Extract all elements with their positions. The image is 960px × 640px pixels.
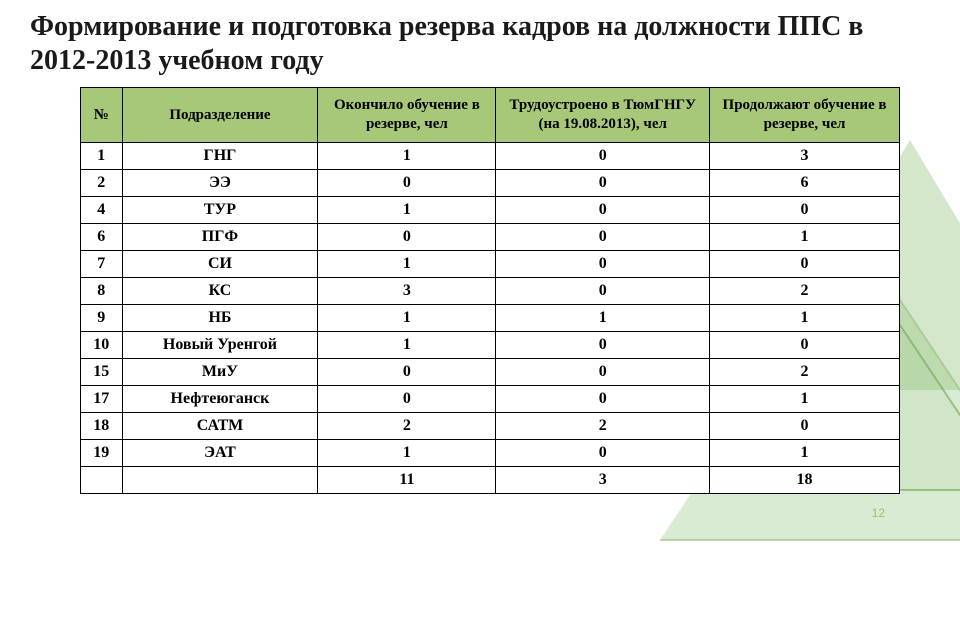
table-cell-num: 8: [81, 277, 123, 304]
table-cell-dept: САТМ: [122, 412, 318, 439]
table-cell-dept: ГНГ: [122, 142, 318, 169]
table-cell-c2: 0: [496, 142, 710, 169]
table-cell-c3: 2: [710, 358, 900, 385]
table-row: 8КС302: [81, 277, 900, 304]
table-total-row: 11318: [81, 466, 900, 493]
table-cell-c3: 6: [710, 169, 900, 196]
table-cell-c1: 0: [318, 385, 496, 412]
table-cell-num: 15: [81, 358, 123, 385]
table-cell-c2: 0: [496, 223, 710, 250]
table-cell-dept: Нефтеюганск: [122, 385, 318, 412]
page-number: 12: [872, 506, 885, 520]
table-cell-c2: 0: [496, 331, 710, 358]
table-cell-c3: 0: [710, 331, 900, 358]
col-header-dept: Подразделение: [122, 88, 318, 143]
table-cell-dept: МиУ: [122, 358, 318, 385]
table-cell-num: 9: [81, 304, 123, 331]
table-cell-num: 7: [81, 250, 123, 277]
table-row: 6ПГФ001: [81, 223, 900, 250]
table-cell-c1: 2: [318, 412, 496, 439]
reserve-table: № Подразделение Окончило обучение в резе…: [80, 87, 900, 494]
table-cell-c2: 0: [496, 385, 710, 412]
table-cell-c2: 0: [496, 439, 710, 466]
table-cell-c2: 0: [496, 277, 710, 304]
table-cell-c1: 0: [318, 223, 496, 250]
col-header-employed: Трудоустроено в ТюмГНГУ (на 19.08.2013),…: [496, 88, 710, 143]
table-cell-c1: 0: [318, 169, 496, 196]
table-cell-c3: 0: [710, 412, 900, 439]
table-total-c2: 3: [496, 466, 710, 493]
table-total-c1: 11: [318, 466, 496, 493]
table-cell-c2: 0: [496, 250, 710, 277]
table-cell-c1: 1: [318, 196, 496, 223]
table-cell-c3: 0: [710, 196, 900, 223]
table-cell-dept: НБ: [122, 304, 318, 331]
table-row: 10Новый Уренгой100: [81, 331, 900, 358]
table-cell-c1: 1: [318, 331, 496, 358]
table-row: 7СИ100: [81, 250, 900, 277]
table-row: 19ЭАТ101: [81, 439, 900, 466]
table-row: 2ЭЭ006: [81, 169, 900, 196]
table-cell-c3: 1: [710, 439, 900, 466]
table-cell-num: 1: [81, 142, 123, 169]
table-cell-num: 10: [81, 331, 123, 358]
table-cell-c3: 3: [710, 142, 900, 169]
table-cell-c1: 1: [318, 250, 496, 277]
table-cell-c2: 1: [496, 304, 710, 331]
table-cell-dept: СИ: [122, 250, 318, 277]
table-cell-num: 19: [81, 439, 123, 466]
table-cell-c2: 0: [496, 169, 710, 196]
table-cell-c3: 1: [710, 223, 900, 250]
table-total-dept: [122, 466, 318, 493]
table-cell-num: 18: [81, 412, 123, 439]
table-cell-c3: 0: [710, 250, 900, 277]
table-cell-c3: 1: [710, 304, 900, 331]
table-row: 9НБ111: [81, 304, 900, 331]
table-cell-dept: Новый Уренгой: [122, 331, 318, 358]
page-title: Формирование и подготовка резерва кадров…: [0, 0, 960, 87]
table-cell-dept: ЭАТ: [122, 439, 318, 466]
table-cell-num: 17: [81, 385, 123, 412]
table-cell-c2: 0: [496, 358, 710, 385]
table-cell-num: 2: [81, 169, 123, 196]
table-row: 4ТУР100: [81, 196, 900, 223]
table-row: 17Нефтеюганск001: [81, 385, 900, 412]
table-cell-c3: 1: [710, 385, 900, 412]
table-row: 18САТМ220: [81, 412, 900, 439]
table-cell-num: 6: [81, 223, 123, 250]
table-header-row: № Подразделение Окончило обучение в резе…: [81, 88, 900, 143]
table-cell-c2: 2: [496, 412, 710, 439]
col-header-finished: Окончило обучение в резерве, чел: [318, 88, 496, 143]
table-cell-dept: КС: [122, 277, 318, 304]
table-cell-c1: 1: [318, 439, 496, 466]
table-cell-c1: 3: [318, 277, 496, 304]
table-cell-c1: 0: [318, 358, 496, 385]
table-total-c3: 18: [710, 466, 900, 493]
table-cell-dept: ПГФ: [122, 223, 318, 250]
table-cell-num: 4: [81, 196, 123, 223]
table-cell-c1: 1: [318, 304, 496, 331]
table-container: № Подразделение Окончило обучение в резе…: [0, 87, 960, 494]
table-row: 15МиУ002: [81, 358, 900, 385]
table-cell-c1: 1: [318, 142, 496, 169]
table-total-num: [81, 466, 123, 493]
table-row: 1ГНГ103: [81, 142, 900, 169]
table-cell-dept: ТУР: [122, 196, 318, 223]
table-cell-dept: ЭЭ: [122, 169, 318, 196]
col-header-continuing: Продолжают обучение в резерве, чел: [710, 88, 900, 143]
col-header-num: №: [81, 88, 123, 143]
table-cell-c2: 0: [496, 196, 710, 223]
table-cell-c3: 2: [710, 277, 900, 304]
